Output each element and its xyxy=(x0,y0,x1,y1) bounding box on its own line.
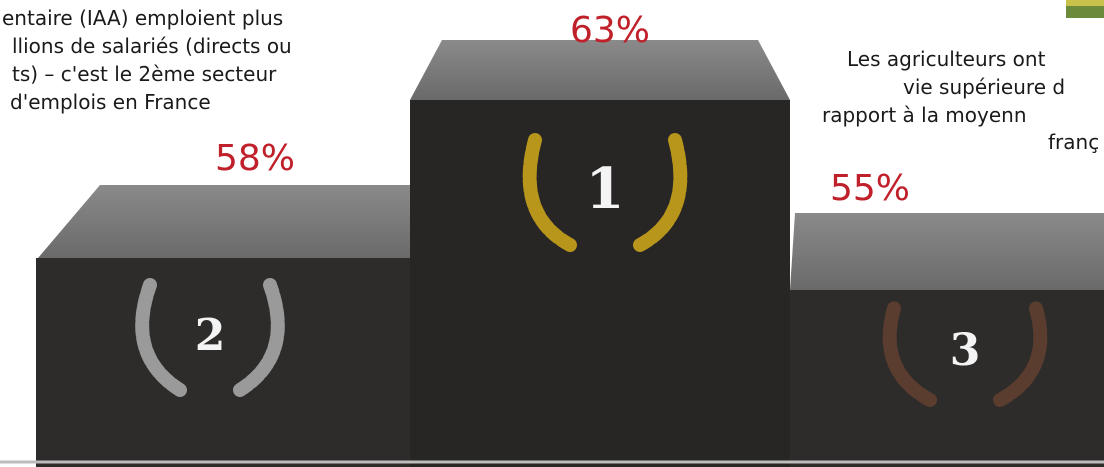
right-text-line: rapport à la moyenn xyxy=(822,103,1027,127)
rank-second: 2 xyxy=(195,310,226,361)
left-text-line: entaire (IAA) emploient plus xyxy=(2,6,283,30)
percent-second: 58% xyxy=(215,138,295,179)
podium-infographic: 1 2 3 63% 58% 55% entaire (IAA) emploien… xyxy=(0,0,1104,467)
photo-fragment-flowers xyxy=(1066,0,1104,6)
rank-first: 1 xyxy=(586,156,625,222)
left-text-line: llions de salariés (directs ou xyxy=(12,34,292,58)
podium-second-top xyxy=(38,185,410,258)
right-text-line: vie supérieure d xyxy=(903,75,1065,99)
podium-third-top xyxy=(790,213,1104,290)
rank-third: 3 xyxy=(950,325,981,376)
left-text-line: ts) – c'est le 2ème secteur xyxy=(12,62,277,86)
right-text-line: Les agriculteurs ont xyxy=(847,47,1046,71)
percent-third: 55% xyxy=(830,168,910,209)
podium-second-front xyxy=(36,258,410,467)
percent-first: 63% xyxy=(570,10,650,51)
right-text-line: franç xyxy=(1048,130,1099,154)
page: {"left_text": {"lines": ["entaire (IAA) … xyxy=(0,0,1104,467)
left-text-line: d'emplois en France xyxy=(10,90,211,114)
podium-third-front xyxy=(790,290,1104,467)
